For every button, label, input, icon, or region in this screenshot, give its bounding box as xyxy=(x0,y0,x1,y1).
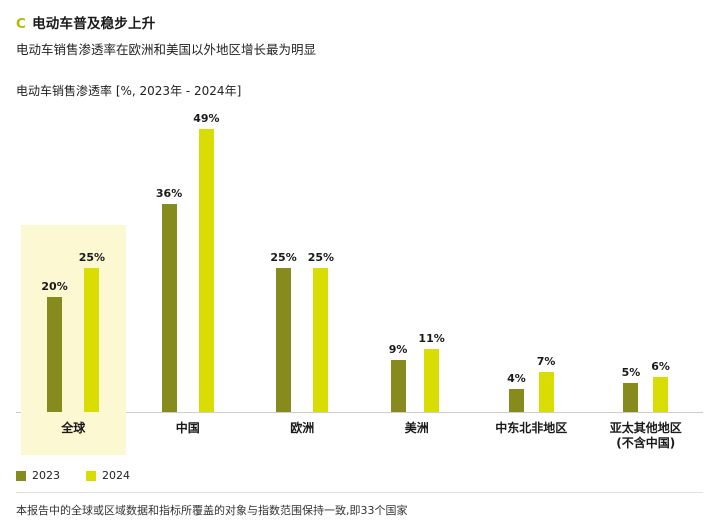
bar-with-label: 25% xyxy=(79,251,105,412)
bar-value-label: 5% xyxy=(621,366,641,379)
bar-with-label: 7% xyxy=(536,355,556,412)
bar-value-label: 4% xyxy=(507,372,526,385)
bar-value-label: 6% xyxy=(651,360,670,373)
legend-item: 2024 xyxy=(86,469,130,482)
bar-group: 5% 6% 亚太其他地区 (不含中国) xyxy=(589,113,704,450)
bar-2024 xyxy=(653,377,669,412)
bar-value-label: 25% xyxy=(270,251,297,264)
bar-group: 9% 11% 美洲 xyxy=(360,113,475,435)
bar-pair: 20% 25% xyxy=(41,251,105,412)
category-label: 亚太其他地区 (不含中国) xyxy=(609,421,682,450)
chart-legend: 2023 2024 xyxy=(16,469,703,482)
legend-item: 2023 xyxy=(16,469,60,482)
category-label: 全球 xyxy=(61,421,86,435)
bar-value-label: 36% xyxy=(155,187,183,200)
chart-title: 电动车普及稳步上升 xyxy=(32,16,156,32)
bar-2023 xyxy=(161,204,177,412)
bar-group: 25% 25% 欧洲 xyxy=(245,113,360,435)
category-label: 欧洲 xyxy=(290,421,315,435)
bar-2023 xyxy=(508,389,524,412)
title-row: C 电动车普及稳步上升 xyxy=(16,12,703,32)
bar-2024 xyxy=(538,372,554,412)
bar-chart: 20% 25% 全球 36% 49% 中国 25% 25% 欧洲 9% 11% 美洲 4% 7% 中东北非地… xyxy=(16,112,704,455)
bar-group: 36% 49% 中国 xyxy=(131,112,246,435)
category-label: 美洲 xyxy=(404,421,429,435)
bar-pair: 36% 49% xyxy=(156,112,220,412)
bar-with-label: 49% xyxy=(193,112,220,412)
bar-with-label: 25% xyxy=(270,251,297,412)
bar-2024 xyxy=(84,268,100,412)
bar-2024 xyxy=(424,349,440,412)
legend-swatch xyxy=(86,470,96,481)
bar-2023 xyxy=(623,383,639,412)
bar-with-label: 4% xyxy=(507,372,526,412)
bar-value-label: 49% xyxy=(193,112,220,125)
highlight-box xyxy=(21,225,126,455)
legend-swatch xyxy=(16,470,26,481)
bar-with-label: 36% xyxy=(156,187,182,412)
bar-value-label: 11% xyxy=(418,332,445,345)
legend-label: 2024 xyxy=(102,469,130,482)
category-label: 中国 xyxy=(175,421,200,435)
section-marker: C xyxy=(16,16,27,32)
category-label: 中东北非地区 xyxy=(495,421,568,435)
legend-label: 2023 xyxy=(32,469,60,482)
bar-with-label: 5% xyxy=(621,366,641,412)
bar-2023 xyxy=(276,268,292,412)
bar-with-label: 6% xyxy=(651,360,670,412)
bar-group: 4% 7% 中东北非地区 xyxy=(474,113,589,435)
bar-pair: 5% 6% xyxy=(622,360,670,412)
bar-with-label: 20% xyxy=(41,280,68,412)
footnote-scope: 本报告中的全球或区域数据和指标所覆盖的对象与指数范围保持一致,即33个国家 xyxy=(16,504,408,517)
bar-with-label: 9% xyxy=(388,343,408,412)
y-axis-label: 电动车销售渗透率 [%, 2023年 - 2024年] xyxy=(16,84,242,98)
bar-pair: 9% 11% xyxy=(389,332,445,412)
bar-with-label: 11% xyxy=(418,332,445,412)
bar-with-label: 25% xyxy=(308,251,334,412)
bar-2024 xyxy=(198,129,214,412)
bar-value-label: 25% xyxy=(307,251,335,264)
bar-2023 xyxy=(47,297,63,412)
bar-value-label: 9% xyxy=(388,343,408,356)
bar-pair: 25% 25% xyxy=(270,251,334,412)
bar-2024 xyxy=(313,268,329,412)
bar-value-label: 20% xyxy=(41,280,68,293)
bar-pair: 4% 7% xyxy=(507,355,555,412)
chart-header: C 电动车普及稳步上升 电动车销售渗透率在欧洲和美国以外地区增长最为明显 电动车销… xyxy=(16,12,703,99)
bar-2023 xyxy=(390,360,406,412)
footnotes: 本报告中的全球或区域数据和指标所覆盖的对象与指数范围保持一致,即33个国家 资料… xyxy=(16,492,703,528)
chart-subtitle: 电动车销售渗透率在欧洲和美国以外地区增长最为明显 xyxy=(16,42,317,57)
bar-group: 20% 25% 全球 xyxy=(16,113,131,455)
bar-value-label: 7% xyxy=(536,355,556,368)
bar-value-label: 25% xyxy=(78,251,106,264)
